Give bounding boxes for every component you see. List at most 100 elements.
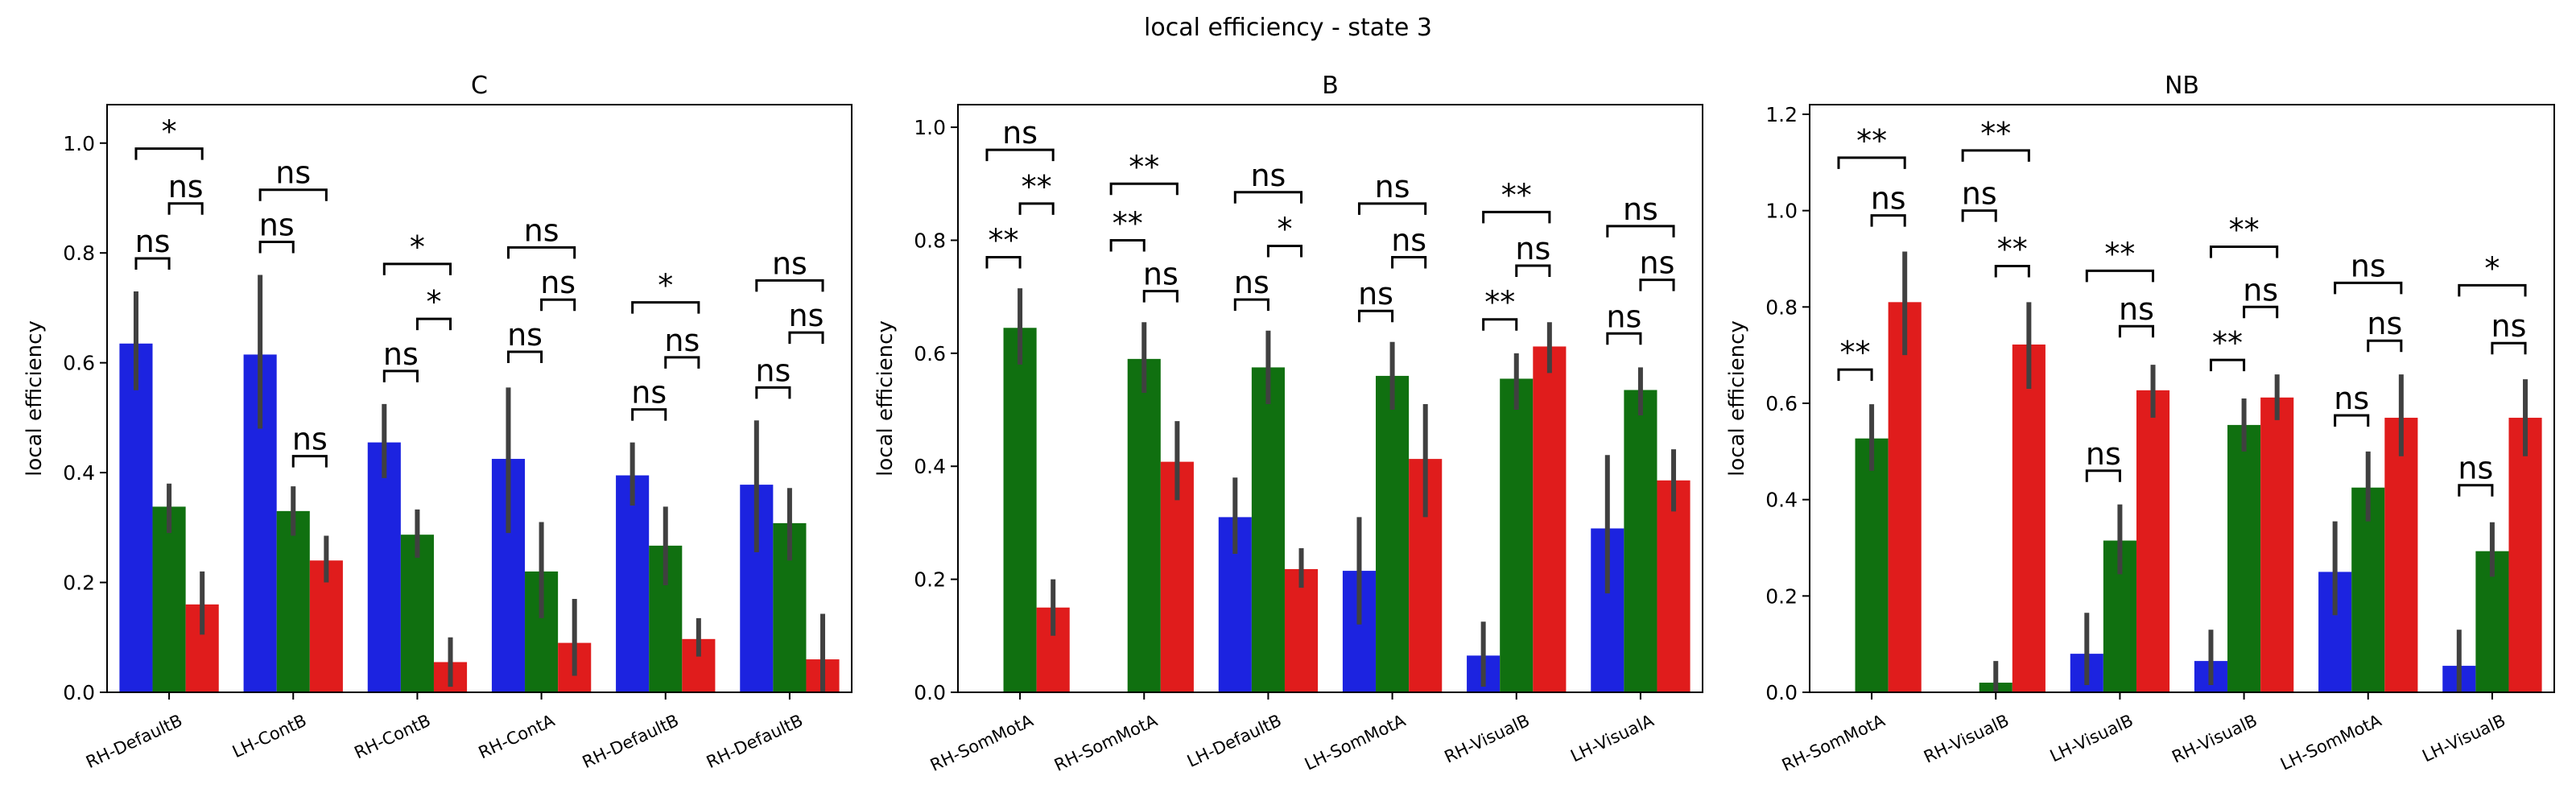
bar (2260, 397, 2294, 692)
significance-bracket (1142, 290, 1179, 303)
bar (1855, 438, 1889, 692)
significance-label: ns (664, 323, 700, 358)
panel-title: NB (2165, 72, 2199, 100)
significance-bracket (1870, 214, 1906, 227)
significance-bracket (1606, 225, 1675, 237)
significance-bracket (1018, 202, 1055, 215)
significance-bracket (258, 188, 328, 201)
significance-bracket (1515, 264, 1551, 278)
significance-label: ns (2491, 308, 2527, 344)
significance-bracket (2209, 358, 2246, 372)
significance-label: ** (2104, 236, 2135, 271)
x-tick-label: LH-DefaultB (1184, 711, 1285, 771)
significance-label: ns (524, 213, 559, 248)
bar (1376, 375, 1410, 692)
y-tick-label: 0.2 (63, 572, 95, 595)
x-tick-label: RH-VisualB (2169, 711, 2260, 767)
bar (2508, 417, 2542, 692)
bar (2136, 390, 2170, 692)
significance-bracket (1482, 318, 1518, 331)
significance-label: ns (1002, 115, 1038, 151)
significance-label: ns (2367, 306, 2402, 341)
significance-bracket (1266, 244, 1303, 258)
significance-label: * (162, 114, 177, 150)
panel-title: C (471, 72, 488, 100)
bar (1624, 390, 1657, 692)
bar (276, 510, 310, 692)
significance-label: ns (135, 224, 171, 259)
significance-label: ns (1623, 192, 1658, 227)
significance-label: ns (1234, 265, 1269, 300)
y-tick-label: 0.6 (914, 342, 946, 365)
significance-label: * (410, 229, 425, 265)
significance-bracket (664, 356, 700, 369)
x-tick-label: RH-DefaultB (83, 711, 185, 772)
significance-label: ** (1113, 205, 1143, 241)
significance-label: ns (1515, 231, 1550, 266)
x-tick-label: LH-VisualA (1567, 711, 1657, 766)
significance-label: ** (1980, 116, 2011, 151)
significance-bracket (1961, 149, 2030, 162)
significance-label: * (1277, 211, 1292, 246)
significance-label: ns (1358, 276, 1393, 312)
significance-bracket (134, 257, 171, 270)
significance-label: ** (2229, 213, 2260, 248)
significance-bracket (2458, 283, 2527, 297)
significance-bracket (1482, 210, 1551, 224)
significance-label: ns (383, 336, 419, 372)
y-tick-label: 0.0 (1765, 681, 1798, 704)
y-tick-label: 1.0 (914, 116, 946, 139)
x-tick-label: LH-SomMotA (1302, 711, 1409, 774)
significance-bracket (1837, 156, 1906, 169)
x-tick-label: RH-DefaultB (704, 711, 806, 772)
significance-bracket (1233, 191, 1303, 204)
bar (2227, 424, 2261, 692)
significance-bracket (291, 455, 328, 468)
significance-bracket (382, 369, 419, 382)
significance-bracket (631, 408, 667, 421)
significance-bracket (631, 301, 700, 314)
bar (2351, 487, 2385, 692)
significance-label: ** (1840, 335, 1871, 370)
y-axis-label: local efficiency (1725, 320, 1749, 477)
significance-bracket (2334, 414, 2370, 427)
significance-label: ** (2212, 325, 2243, 361)
significance-bracket (258, 241, 295, 254)
significance-bracket (2118, 324, 2155, 338)
significance-bracket (415, 317, 452, 331)
significance-label: ns (1606, 299, 1641, 334)
bar (152, 506, 186, 692)
significance-label: ** (1856, 123, 1887, 159)
significance-label: ** (1484, 285, 1515, 320)
y-axis-label: local efficiency (23, 320, 47, 477)
significance-label: ns (1250, 158, 1286, 193)
bar (1284, 568, 1319, 692)
significance-bracket (2367, 339, 2403, 353)
panel-title: B (1322, 72, 1339, 100)
significance-label: ns (2243, 272, 2278, 308)
figure-title: local efficiency - state 3 (1144, 14, 1432, 42)
y-tick-label: 0.0 (63, 681, 95, 704)
y-tick-label: 0.4 (1765, 489, 1798, 512)
significance-label: ns (1375, 169, 1410, 204)
significance-bracket (1109, 238, 1146, 252)
significance-label: * (426, 284, 441, 320)
significance-label: ** (1501, 177, 1532, 213)
bar (1003, 328, 1037, 692)
x-tick-label: LH-VisualB (2047, 711, 2136, 766)
significance-label: ns (259, 208, 295, 243)
significance-label: ns (168, 169, 204, 204)
significance-bracket (540, 298, 576, 312)
chart-panel: NB local efficiency 0.0 0.2 0.4 0.6 0.8 1.0 1.2 R… (1725, 72, 2555, 775)
x-tick-label: RH-VisualB (1921, 711, 2012, 767)
significance-bracket (2243, 305, 2279, 319)
significance-bracket (1391, 256, 1427, 269)
x-tick-label: RH-DefaultB (580, 711, 682, 772)
significance-bracket (1233, 298, 1269, 312)
significance-bracket (506, 350, 543, 364)
significance-bracket (788, 331, 824, 345)
bar (400, 535, 434, 692)
significance-bracket (1961, 209, 1997, 222)
significance-bracket (2491, 341, 2527, 355)
